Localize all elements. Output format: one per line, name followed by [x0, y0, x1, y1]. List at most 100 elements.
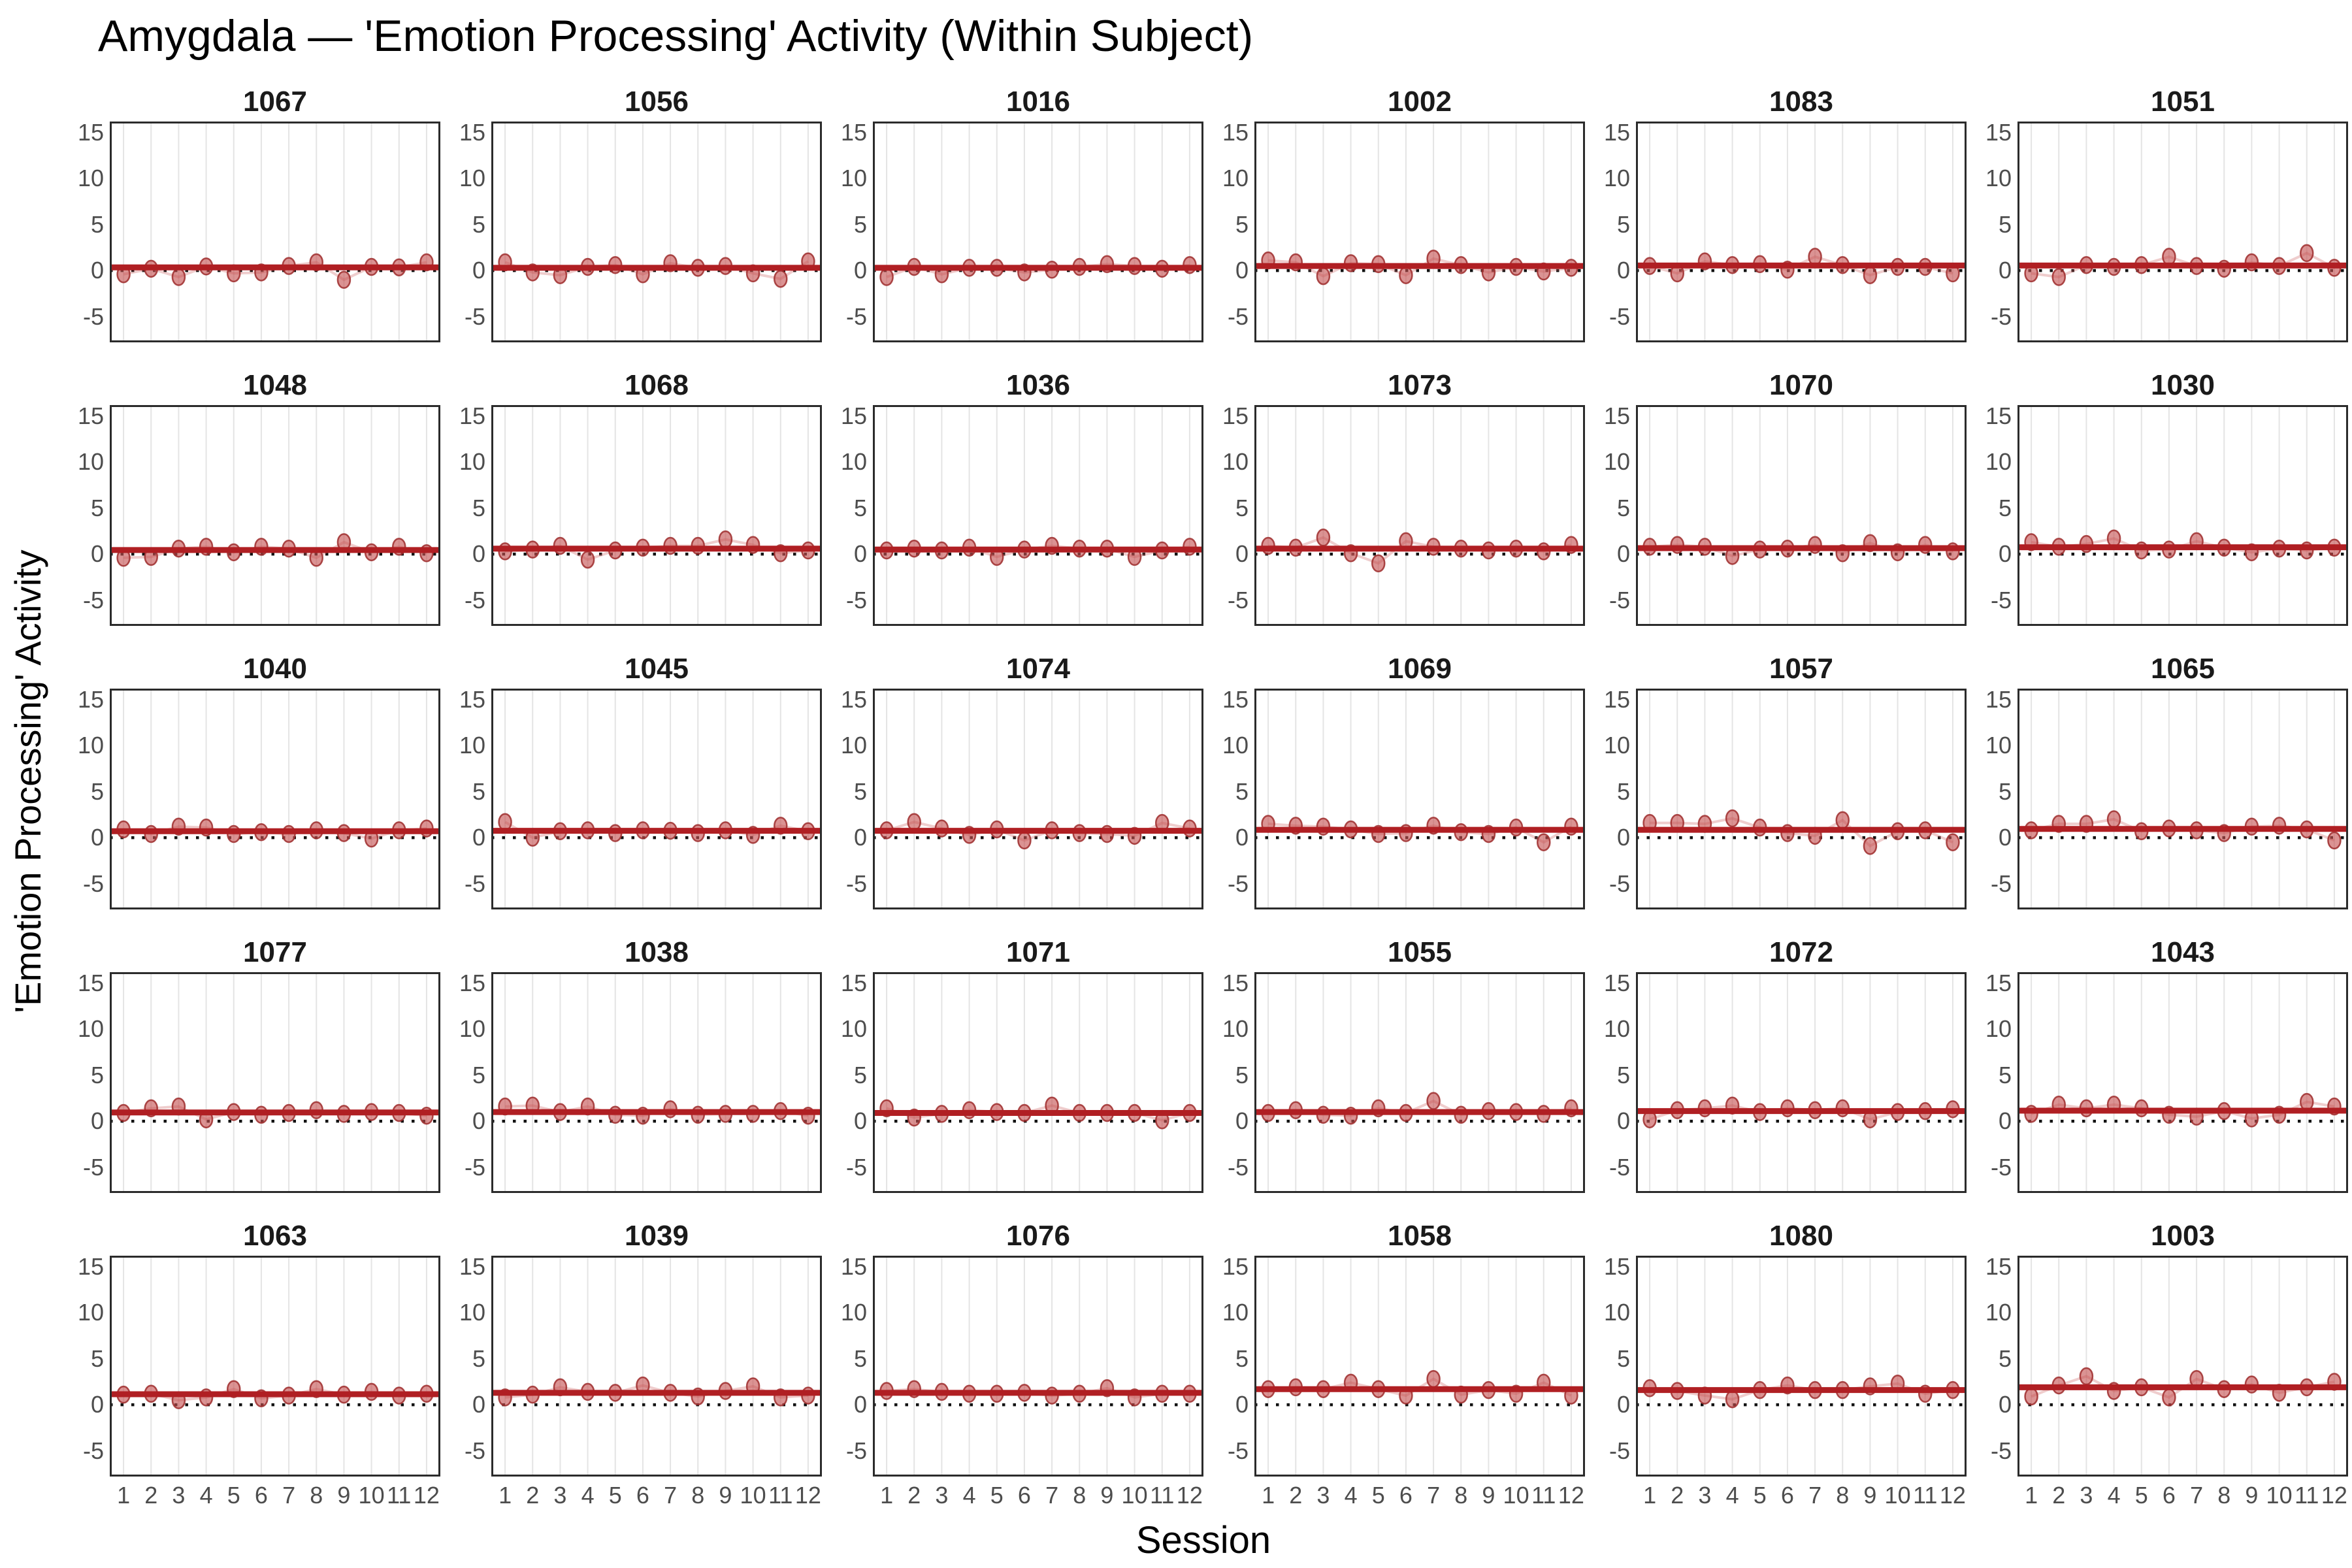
y-tick-label: 5: [1998, 1345, 2012, 1372]
y-tick-label: 15: [1985, 118, 2012, 146]
plot-area: 15 10 5 0 -5: [459, 119, 822, 342]
facet-panel-1043: 1043 15 10 5 0 -5: [1967, 936, 2348, 1193]
facet-panel-1074: 1074 15 10 5 0 -5: [822, 652, 1203, 909]
y-tick-label: 10: [1603, 1299, 1630, 1326]
facet-grid: 1067 15 10 5 0 -5 1056 15 10 5 0 -5 1016 15 10 5 0 -5 1002…: [59, 85, 2348, 1513]
plot-area: 15 10 5 0 -5: [78, 686, 440, 909]
y-tick-label: 0: [90, 1391, 104, 1418]
y-tick-label: 5: [1616, 494, 1630, 521]
data-point: [1863, 266, 1878, 284]
plot-area: 15 10 5 0 -5: [1604, 402, 1967, 626]
facet-panel-1038: 1038 15 10 5 0 -5: [440, 936, 822, 1193]
y-tick-label: -5: [1990, 870, 2012, 897]
panel-plot: [2019, 407, 2346, 624]
panel-plot: [1638, 1258, 1965, 1475]
panel-plot: [493, 123, 820, 340]
plot-area: 15 10 5 0 -5: [1985, 970, 2348, 1193]
x-tick-label: 4: [962, 1482, 976, 1509]
panel-plot: [2019, 691, 2346, 907]
facet-panel-1056: 1056 15 10 5 0 -5: [440, 85, 822, 342]
data-point: [1537, 833, 1551, 851]
y-tick-label: 0: [90, 257, 104, 284]
panel-title: 1040: [243, 653, 307, 685]
y-tick-label: 0: [1616, 540, 1630, 568]
x-tick-label: 6: [1399, 1482, 1413, 1509]
facet-panel-1070: 1070 15 10 5 0 -5: [1585, 368, 1967, 626]
panel-title: 1039: [625, 1220, 689, 1252]
y-tick-label: -5: [1990, 1437, 2012, 1464]
data-point: [336, 270, 351, 289]
x-tick-label: 1: [498, 1482, 512, 1509]
y-tick-label: 10: [77, 1015, 104, 1043]
plot-area: 15 10 5 0 -5: [841, 1253, 1203, 1477]
facet-panel-1071: 1071 15 10 5 0 -5: [822, 936, 1203, 1193]
x-tick-label: 4: [199, 1482, 213, 1509]
x-tick-label: 10: [740, 1482, 766, 1509]
x-tick-label: 11: [1913, 1482, 1938, 1509]
x-tick-label: 2: [1289, 1482, 1303, 1509]
y-tick-label: 15: [77, 402, 104, 429]
x-tick-label: 7: [2190, 1482, 2204, 1509]
plot-area: 15 10 5 0 -5: [1222, 402, 1585, 626]
x-tick-labels: 1 2 3 4 5 6 7 8 9 10 11 12: [110, 1477, 440, 1513]
y-tick-label: 15: [1603, 118, 1630, 146]
data-point: [1399, 266, 1413, 284]
y-tick-label: 5: [90, 210, 104, 238]
y-tick-label: -5: [1227, 586, 1249, 613]
y-tick-label: 5: [472, 1061, 485, 1088]
plot-area: 15 10 5 0 -5: [841, 119, 1203, 342]
data-point: [774, 270, 788, 288]
y-tick-label: 0: [1998, 540, 2012, 568]
x-tick-label: 2: [526, 1482, 540, 1509]
y-tick-label: 0: [1998, 824, 2012, 851]
data-point: [2079, 1367, 2094, 1386]
panel-plot: [1638, 691, 1965, 907]
data-point: [1863, 837, 1878, 855]
facet-panel-1057: 1057 15 10 5 0 -5: [1585, 652, 1967, 909]
facet-panel-1048: 1048 15 10 5 0 -5: [59, 368, 440, 626]
y-tick-label: -5: [1990, 586, 2012, 613]
x-tick-label: 12: [413, 1482, 440, 1509]
y-tick-label: 0: [853, 540, 867, 568]
y-tick-label: 15: [459, 969, 485, 996]
x-tick-label: 3: [1316, 1482, 1330, 1509]
x-tick-label: 6: [636, 1482, 649, 1509]
panel-plot: [2019, 1258, 2346, 1475]
y-tick-label: 15: [459, 1252, 485, 1280]
data-point: [171, 268, 186, 286]
y-tick-label: -5: [845, 1153, 867, 1181]
x-tick-label: 2: [907, 1482, 921, 1509]
panel-plot: [112, 691, 438, 907]
plot-area: 15 10 5 0 -5: [1222, 1253, 1585, 1477]
facet-panel-1073: 1073 15 10 5 0 -5: [1203, 368, 1585, 626]
y-tick-label: 0: [1235, 540, 1249, 568]
y-tick-label: 10: [459, 1015, 485, 1043]
y-tick-label: -5: [845, 870, 867, 897]
panel-plot: [875, 407, 1201, 624]
data-point: [2300, 244, 2314, 263]
x-tick-labels: 1 2 3 4 5 6 7 8 9 10 11 12: [1636, 1477, 1967, 1513]
data-point: [1835, 811, 1850, 830]
y-tick-label: 15: [840, 685, 867, 713]
y-tick-label: 10: [77, 165, 104, 192]
y-tick-label: 15: [1603, 1252, 1630, 1280]
panel-title: 1016: [1006, 86, 1070, 118]
data-point: [1426, 1092, 1441, 1110]
y-tick-label: -5: [845, 1437, 867, 1464]
x-tick-label: 5: [2134, 1482, 2148, 1509]
x-tick-label: 6: [1780, 1482, 1794, 1509]
x-tick-labels: 1 2 3 4 5 6 7 8 9 10 11 12: [2017, 1477, 2348, 1513]
x-tick-label: 3: [2080, 1482, 2093, 1509]
panel-title: 1003: [2151, 1220, 2215, 1252]
panel-plot: [112, 123, 438, 340]
x-tick-label: 7: [1808, 1482, 1822, 1509]
y-tick-label: 0: [853, 1391, 867, 1418]
panel-title: 1058: [1388, 1220, 1452, 1252]
y-tick-label: -5: [82, 302, 104, 330]
y-tick-label: 10: [1985, 1015, 2012, 1043]
facet-panel-1069: 1069 15 10 5 0 -5: [1203, 652, 1585, 909]
data-point: [1946, 833, 1960, 851]
x-tick-label: 10: [358, 1482, 385, 1509]
plot-area: 15 10 5 0 -5: [459, 686, 822, 909]
x-tick-label: 2: [144, 1482, 158, 1509]
